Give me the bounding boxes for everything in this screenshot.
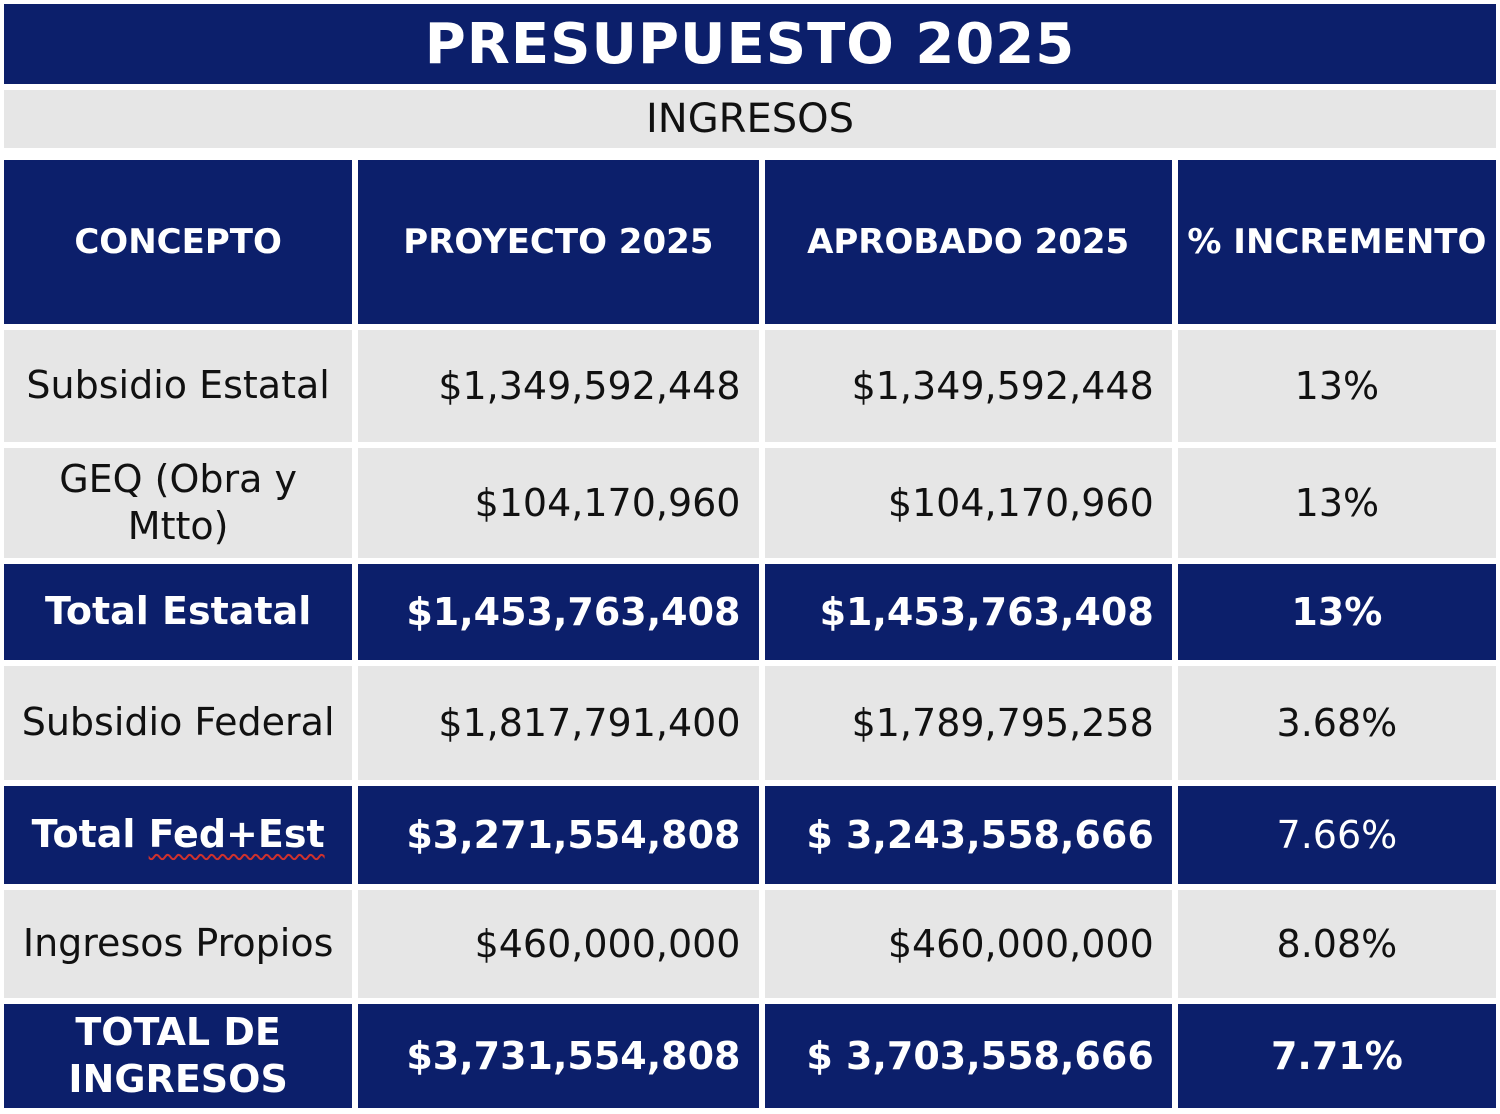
row-approved: $1,789,795,258	[764, 666, 1172, 780]
row-concept-prefix: Total	[31, 812, 149, 857]
row-concept: Total Fed+Est	[4, 786, 353, 884]
table-header-row: CONCEPTO PROYECTO 2025 APROBADO 2025 % I…	[4, 160, 1496, 324]
row-concept: Subsidio Estatal	[4, 330, 353, 442]
header-increase: % INCREMENTO	[1177, 160, 1496, 324]
table-row-total: Total Fed+Est $3,271,554,808 $ 3,243,558…	[4, 786, 1496, 884]
header-approved: APROBADO 2025	[764, 160, 1172, 324]
table-row: Ingresos Propios $460,000,000 $460,000,0…	[4, 890, 1496, 998]
row-concept: Total Estatal	[4, 564, 353, 660]
header-project: PROYECTO 2025	[358, 160, 759, 324]
row-approved: $104,170,960	[764, 448, 1172, 558]
row-project: $1,349,592,448	[358, 330, 759, 442]
row-increase: 7.66%	[1177, 786, 1496, 884]
budget-table: CONCEPTO PROYECTO 2025 APROBADO 2025 % I…	[0, 154, 1500, 1114]
row-project: $1,453,763,408	[358, 564, 759, 660]
row-project: $3,271,554,808	[358, 786, 759, 884]
row-project: $104,170,960	[358, 448, 759, 558]
table-row: Subsidio Federal $1,817,791,400 $1,789,7…	[4, 666, 1496, 780]
row-concept: Subsidio Federal	[4, 666, 353, 780]
section-title: INGRESOS	[4, 90, 1496, 148]
row-increase: 8.08%	[1177, 890, 1496, 998]
row-project: $460,000,000	[358, 890, 759, 998]
row-concept: TOTAL DE INGRESOS	[4, 1004, 353, 1108]
row-concept: Ingresos Propios	[4, 890, 353, 998]
row-approved: $ 3,243,558,666	[764, 786, 1172, 884]
row-increase: 13%	[1177, 448, 1496, 558]
row-increase: 13%	[1177, 330, 1496, 442]
row-concept: GEQ (Obra y Mtto)	[4, 448, 353, 558]
row-increase: 3.68%	[1177, 666, 1496, 780]
row-approved: $460,000,000	[764, 890, 1172, 998]
row-approved: $ 3,703,558,666	[764, 1004, 1172, 1108]
spellcheck-flagged-word: Fed+Est	[148, 812, 325, 857]
row-project: $3,731,554,808	[358, 1004, 759, 1108]
table-row: GEQ (Obra y Mtto) $104,170,960 $104,170,…	[4, 448, 1496, 558]
row-project: $1,817,791,400	[358, 666, 759, 780]
table-row-total: Total Estatal $1,453,763,408 $1,453,763,…	[4, 564, 1496, 660]
row-increase: 7.71%	[1177, 1004, 1496, 1108]
table-row-grand-total: TOTAL DE INGRESOS $3,731,554,808 $ 3,703…	[4, 1004, 1496, 1108]
row-approved: $1,349,592,448	[764, 330, 1172, 442]
row-increase: 13%	[1177, 564, 1496, 660]
header-concept: CONCEPTO	[4, 160, 353, 324]
row-approved: $1,453,763,408	[764, 564, 1172, 660]
table-row: Subsidio Estatal $1,349,592,448 $1,349,5…	[4, 330, 1496, 442]
page-title: PRESUPUESTO 2025	[4, 4, 1496, 84]
